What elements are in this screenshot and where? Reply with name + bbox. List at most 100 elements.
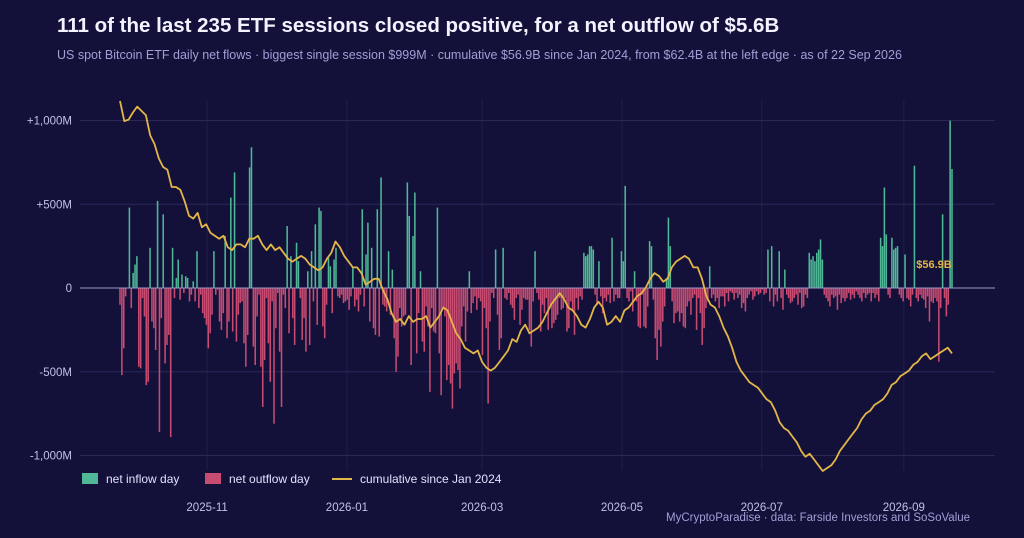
outflow-bar [235, 288, 238, 342]
inflow-bar [620, 251, 623, 288]
outflow-bar [761, 288, 764, 290]
inflow-bar [192, 281, 195, 288]
outflow-bar [489, 288, 491, 322]
x-tick-label: 2026-07 [741, 502, 783, 514]
outflow-bar [500, 288, 503, 339]
inflow-bar [624, 185, 626, 288]
outflow-bar [455, 288, 457, 364]
outflow-bar [369, 288, 371, 322]
outflow-bar [485, 288, 487, 329]
inflow-bar [134, 264, 136, 288]
outflow-bar [160, 288, 163, 319]
inflow-bar [622, 261, 625, 288]
outflow-bar [673, 288, 675, 324]
outflow-bar [201, 288, 204, 314]
outflow-bar [151, 288, 153, 322]
outflow-bar [554, 288, 557, 320]
legend-label-cumulative: cumulative since Jan 2024 [360, 472, 502, 486]
outflow-bar [789, 288, 792, 304]
outflow-bar [400, 288, 403, 327]
legend-swatch-inflow [82, 473, 98, 484]
outflow-bar [701, 288, 703, 345]
outflow-bar [209, 288, 211, 334]
inflow-bar [784, 269, 786, 288]
outflow-bar [483, 288, 486, 309]
inflow-bar [810, 259, 812, 288]
outflow-bar [337, 288, 339, 297]
outflow-bar [260, 288, 262, 367]
outflow-bar [308, 288, 311, 345]
outflow-bar [254, 288, 256, 366]
outflow-bar [220, 288, 223, 330]
outflow-bar [662, 288, 664, 322]
outflow-bar [607, 288, 610, 295]
outflow-bar [410, 288, 412, 366]
outflow-bar [539, 288, 542, 332]
outflow-bar [481, 288, 484, 355]
inflow-bar [913, 165, 916, 288]
end-value-label: $56.9B [916, 259, 952, 271]
outflow-bar [793, 288, 796, 299]
outflow-bar [671, 288, 673, 302]
outflow-bar [725, 288, 728, 294]
outflow-bar [921, 288, 923, 299]
outflow-bar [601, 288, 604, 314]
inflow-bar [224, 236, 226, 288]
outflow-bar [825, 288, 827, 299]
outflow-bar [712, 288, 715, 295]
outflow-bar [849, 288, 852, 300]
outflow-bar [417, 288, 420, 314]
outflow-bar [273, 288, 275, 424]
inflow-bar [132, 272, 134, 289]
outflow-bar [312, 288, 315, 302]
outflow-bar [363, 288, 365, 307]
outflow-bar [643, 288, 645, 327]
outflow-bar [688, 288, 690, 302]
outflow-bar [378, 288, 380, 337]
x-axis-ticks: 2025-11 2026-01 2026-03 2026-05 2026-07 2026-… [186, 502, 925, 514]
outflow-bar [861, 288, 863, 302]
outflow-bar [517, 288, 519, 295]
outflow-bar [553, 288, 555, 324]
outflow-bar [524, 288, 527, 300]
outflow-bar [889, 288, 891, 299]
inflow-bar [307, 271, 309, 288]
inflow-bar [778, 251, 780, 288]
outflow-bar [404, 288, 407, 315]
outflow-bar [923, 288, 925, 300]
inflow-bar [333, 259, 335, 288]
inflow-bar [233, 172, 236, 289]
outflow-bar [870, 288, 873, 302]
outflow-bar [166, 288, 168, 345]
inflow-bar [633, 271, 636, 288]
outflow-bar [765, 288, 767, 294]
outflow-bar [740, 288, 743, 309]
outflow-bar [188, 288, 191, 302]
inflow-bar [361, 209, 364, 288]
outflow-bar [205, 288, 208, 325]
outflow-bar [374, 288, 377, 335]
outflow-bar [887, 288, 889, 295]
x-tick-label: 2025-11 [186, 502, 227, 514]
inflow-bar [181, 274, 183, 288]
outflow-bar [447, 288, 450, 366]
outflow-bar [924, 288, 927, 309]
outflow-bar [282, 288, 285, 295]
outflow-bar [301, 288, 303, 340]
outflow-bar [902, 288, 904, 302]
outflow-bar [543, 288, 546, 314]
legend-swatch-outflow [205, 473, 221, 484]
outflow-bar [566, 288, 568, 332]
outflow-bar [934, 288, 936, 299]
outflow-bar [504, 288, 506, 299]
chart-subtitle: US spot Bitcoin ETF daily net flows · bi… [57, 48, 902, 62]
inflow-bar [586, 254, 589, 288]
outflow-bar [853, 288, 856, 299]
outflow-bar [479, 288, 482, 302]
outflow-bar [508, 288, 510, 294]
outflow-bar [729, 288, 732, 292]
outflow-bar [532, 288, 534, 302]
outflow-bar [164, 288, 166, 364]
outflow-bar [119, 288, 121, 305]
outflow-bar [399, 288, 401, 309]
